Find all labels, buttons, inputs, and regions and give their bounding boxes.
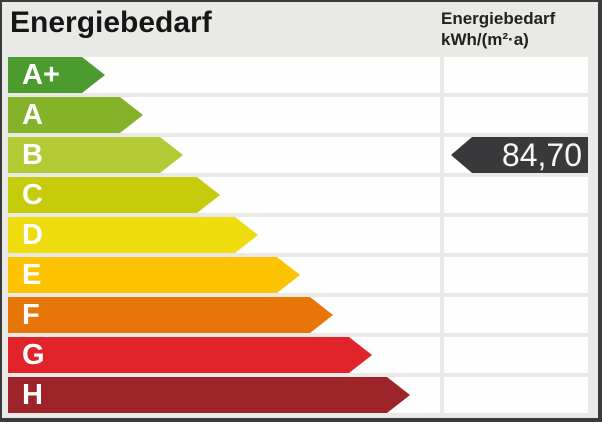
rating-arrow: F <box>8 297 333 333</box>
rating-arrow: E <box>8 257 300 293</box>
rating-label: C <box>22 179 43 211</box>
rating-label: A <box>22 99 43 131</box>
value-marker: 84,70 <box>451 137 588 173</box>
unit-header: Energiebedarf kWh/(m²·a) <box>441 8 555 50</box>
rating-arrow: H <box>8 377 410 413</box>
row-strip-right <box>444 297 588 333</box>
row-strip-right <box>444 337 588 373</box>
rating-arrow: A+ <box>8 57 105 93</box>
rating-arrow: C <box>8 177 220 213</box>
row-strip-right <box>444 97 588 133</box>
rating-row: F <box>8 297 588 333</box>
rating-arrow: A <box>8 97 143 133</box>
rating-label: B <box>22 139 43 171</box>
unit-header-title: Energiebedarf <box>441 9 556 28</box>
row-strip-right <box>444 377 588 413</box>
rating-arrow: B <box>8 137 183 173</box>
row-strip-right <box>444 57 588 93</box>
rating-label: H <box>22 379 43 411</box>
rating-row: A+ <box>8 57 588 93</box>
unit-header-unit: kWh/(m²·a) <box>441 30 529 49</box>
rating-row: G <box>8 337 588 373</box>
ratings-rows: A+ A B C D E <box>8 57 588 417</box>
row-strip-right <box>444 257 588 293</box>
rating-label: E <box>22 259 42 291</box>
page-title: Energiebedarf <box>10 6 212 39</box>
row-strip-right <box>444 217 588 253</box>
rating-row: H <box>8 377 588 413</box>
rating-row: C <box>8 177 588 213</box>
value-text: 84,70 <box>501 137 582 173</box>
rating-row: A <box>8 97 588 133</box>
rating-row: D <box>8 217 588 253</box>
rating-label: F <box>22 299 40 331</box>
rating-arrow: D <box>8 217 258 253</box>
rating-label: A+ <box>22 59 60 91</box>
rating-label: D <box>22 219 43 251</box>
rating-arrow: G <box>8 337 372 373</box>
row-strip-right <box>444 177 588 213</box>
rating-label: G <box>22 339 45 371</box>
rating-row: E <box>8 257 588 293</box>
